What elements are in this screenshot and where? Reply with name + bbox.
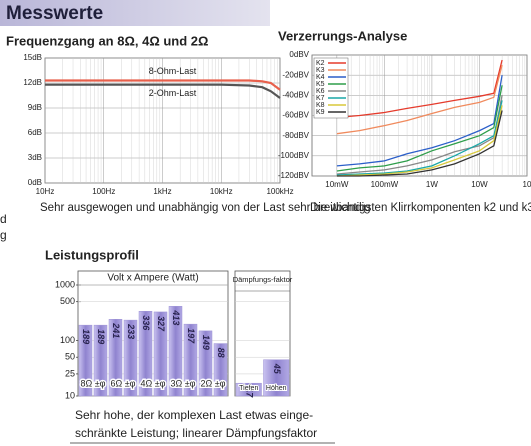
x-tick-label: 8Ω ±φ <box>80 378 105 388</box>
legend-label: K5 <box>316 81 325 88</box>
bar <box>108 319 123 397</box>
data-label: 189 <box>81 329 91 344</box>
y-tick-label: 25 <box>65 368 75 378</box>
y-tick-label: 0dB <box>28 178 42 187</box>
y-tick-label: 50 <box>65 352 75 362</box>
legend-label: K2 <box>316 60 325 67</box>
y-tick-label: 12dB <box>23 78 42 87</box>
bar <box>153 311 168 397</box>
series-line <box>45 83 281 99</box>
bar <box>138 311 153 397</box>
data-label: 197 <box>186 328 196 344</box>
x-tick-label: 3Ω ±φ <box>170 378 195 388</box>
y-tick-label: 15dB <box>23 53 42 62</box>
bar <box>123 319 138 397</box>
x-tick-label: 100mW <box>371 180 399 189</box>
data-label: 88 <box>216 348 226 358</box>
line-label: 8-Ohm-Last <box>149 66 197 76</box>
bar <box>263 359 290 397</box>
series-line <box>336 105 503 177</box>
chart-title: Verzerrungs-Analyse <box>278 28 407 43</box>
y-tick-label: -80dBV <box>282 131 309 140</box>
y-tick-label: -60dBV <box>282 111 309 120</box>
fragment: d <box>0 212 7 226</box>
chart-title: Leistungsprofil <box>45 247 139 262</box>
x-tick-label: 10kHz <box>210 187 233 196</box>
legend-label: K4 <box>316 74 325 81</box>
y-tick-label: -100dBV <box>278 151 310 160</box>
y-tick-label: 10 <box>65 390 75 400</box>
series-line <box>336 100 503 176</box>
chart-subtitle: Volt x Ampere (Watt) <box>107 273 198 284</box>
caption: Die wichtigsten Klirrkomponenten k2 und … <box>310 202 531 214</box>
data-label: 336 <box>141 315 151 331</box>
x-tick-label: 6Ω ±φ <box>110 378 135 388</box>
y-tick-label: 6dB <box>28 128 42 137</box>
x-tick-label: 1kHz <box>153 187 171 196</box>
series-line <box>336 59 503 119</box>
x-tick-label: 10Hz <box>36 187 55 196</box>
series-line <box>336 110 503 177</box>
data-label: 149 <box>201 335 211 350</box>
data-label: 413 <box>171 309 181 325</box>
fragment: g <box>0 228 7 242</box>
y-tick-label: 9dB <box>28 103 42 112</box>
x-tick-label: Tiefen <box>239 385 258 392</box>
series-line <box>336 75 503 167</box>
legend-label: K9 <box>316 109 325 116</box>
x-tick-label: 100kHz <box>266 187 293 196</box>
x-tick-label: 100Hz <box>92 187 115 196</box>
legend-label: K6 <box>316 88 325 95</box>
x-tick-label: 2Ω ±φ <box>200 378 225 388</box>
legend-label: K8 <box>316 102 325 109</box>
legend-label: K7 <box>316 95 325 102</box>
data-label: 189 <box>96 329 106 344</box>
damping-title: Dämpfungs-faktor <box>233 275 293 284</box>
x-tick-label: Höhen <box>266 385 287 392</box>
data-label: 327 <box>156 316 166 332</box>
data-label: 45 <box>272 363 282 375</box>
y-tick-label: 3dB <box>28 153 42 162</box>
caption: schränkte Leistung; linearer Dämpfungsfa… <box>75 426 317 440</box>
bar <box>183 323 198 397</box>
data-label: 233 <box>126 323 136 339</box>
y-tick-label: 1000 <box>55 279 75 289</box>
caption: Sehr ausgewogen und unabhängig von der L… <box>40 202 371 214</box>
x-tick-label: 10W <box>471 180 488 189</box>
bar <box>168 306 183 397</box>
bar <box>198 330 213 397</box>
legend-label: K3 <box>316 67 325 74</box>
y-tick-label: -120dBV <box>278 171 310 180</box>
y-tick-label: 0dBV <box>289 50 309 59</box>
chart-title: Frequenzgang an 8Ω, 4Ω und 2Ω <box>6 33 208 48</box>
series-line <box>336 85 503 172</box>
series-line <box>336 64 503 135</box>
x-tick-label: 10mW <box>325 180 349 189</box>
y-tick-label: -40dBV <box>282 90 309 99</box>
x-tick-label: 10 <box>523 180 531 189</box>
y-tick-label: 100 <box>60 335 75 345</box>
series-line <box>336 95 503 175</box>
y-tick-label: 500 <box>60 296 75 306</box>
page-title: Messwerte <box>6 3 103 24</box>
series-line <box>45 79 281 91</box>
y-tick-label: -20dBV <box>282 70 309 79</box>
data-label: 17 <box>244 387 254 398</box>
line-label: 2-Ohm-Last <box>149 88 197 98</box>
bar <box>213 343 228 397</box>
bar <box>93 324 108 397</box>
x-tick-label: 4Ω ±φ <box>140 378 165 388</box>
bar <box>78 324 93 397</box>
x-tick-label: 1W <box>426 180 438 189</box>
bar <box>235 382 262 397</box>
header-band <box>0 0 270 26</box>
legend-box <box>313 57 349 119</box>
data-label: 241 <box>111 322 121 338</box>
caption: Sehr hohe, der komplexen Last etwas eing… <box>75 408 313 422</box>
